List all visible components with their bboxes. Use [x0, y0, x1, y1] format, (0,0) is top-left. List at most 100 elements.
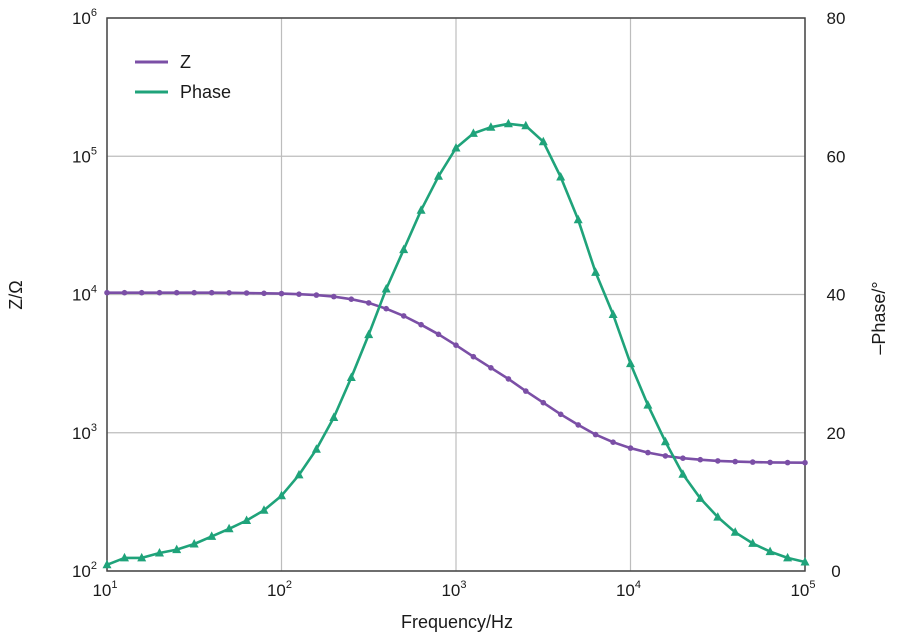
x-tick-label-2: 103: [441, 579, 466, 600]
phase-point: [120, 552, 129, 562]
left-y-tick-label-1: 103: [72, 422, 97, 443]
z-point: [243, 290, 250, 296]
left-y-axis-ticks: 102 103 104 105 106: [72, 7, 97, 581]
phase-point: [207, 531, 217, 540]
phase-point: [486, 122, 496, 131]
phase-point: [102, 559, 112, 569]
z-point: [191, 289, 197, 296]
legend-label-phase: Phase: [180, 82, 231, 102]
x-axis-title: Frequency/Hz: [401, 612, 513, 632]
right-y-tick-label-3: 60: [827, 147, 846, 166]
x-tick-label-0: 101: [92, 579, 117, 600]
phase-point: [556, 172, 566, 181]
z-point: [138, 289, 145, 296]
z-point: [540, 399, 547, 406]
phase-point: [311, 444, 321, 453]
phase-point: [538, 136, 548, 146]
z-point: [627, 445, 634, 451]
z-point: [435, 331, 442, 338]
phase-point: [224, 523, 234, 533]
z-point: [470, 353, 477, 360]
phase-point: [399, 244, 409, 254]
phase-point: [172, 544, 182, 554]
z-point: [453, 342, 459, 349]
x-tick-label-1: 102: [267, 579, 292, 600]
phase-point: [626, 358, 635, 368]
z-point: [488, 365, 494, 371]
z-point: [226, 290, 232, 296]
z-point: [261, 290, 267, 297]
left-y-tick-label-2: 104: [72, 284, 97, 305]
z-point: [418, 321, 424, 328]
right-y-axis-ticks: 0 20 40 60 80: [827, 9, 846, 581]
z-point: [592, 431, 599, 438]
phase-point: [608, 309, 618, 318]
z-point: [749, 459, 756, 465]
z-point: [156, 289, 163, 296]
z-point: [331, 293, 337, 300]
left-y-axis-title: Z/Ω: [6, 280, 26, 309]
phase-point: [591, 267, 601, 276]
right-y-tick-label-4: 80: [827, 9, 846, 28]
z-point: [365, 300, 372, 306]
phase-point: [294, 469, 304, 479]
phase-point: [678, 469, 688, 478]
phase-point: [189, 539, 199, 548]
phase-point: [730, 527, 740, 536]
z-point: [296, 291, 302, 298]
x-tick-label-4: 105: [790, 579, 815, 600]
phase-point: [364, 329, 374, 339]
series-z: [104, 289, 808, 466]
z-point: [104, 289, 110, 296]
z-point: [784, 459, 791, 466]
z-point: [278, 290, 285, 297]
phase-point: [800, 557, 810, 566]
z-point: [645, 449, 651, 456]
phase-point: [468, 128, 478, 137]
phase-point: [137, 552, 147, 562]
phase-point: [748, 538, 758, 547]
z-point: [383, 305, 390, 312]
z-point: [732, 458, 738, 465]
z-point: [610, 439, 616, 446]
phase-point: [783, 552, 793, 562]
left-y-tick-label-3: 105: [72, 145, 97, 166]
phase-point: [695, 493, 705, 502]
phase-point: [346, 372, 356, 381]
z-point: [121, 289, 128, 296]
right-y-axis-title: –Phase/°: [869, 281, 889, 354]
z-point: [313, 292, 320, 298]
z-point: [697, 456, 704, 463]
left-y-tick-label-0: 102: [72, 560, 97, 581]
phase-point: [713, 512, 723, 521]
phase-point: [765, 546, 775, 556]
phase-point: [503, 118, 513, 128]
z-point: [715, 458, 721, 464]
phase-point: [381, 284, 391, 293]
series-phase: [102, 118, 810, 569]
z-point: [505, 376, 512, 382]
phase-point: [660, 436, 670, 446]
series-layer: [102, 118, 810, 569]
phase-point: [643, 400, 653, 409]
z-point: [348, 296, 355, 303]
phase-point: [277, 490, 286, 500]
phase-point: [155, 548, 164, 557]
legend-label-z: Z: [180, 52, 191, 72]
z-point: [662, 453, 669, 459]
phase-point: [242, 515, 252, 524]
phase-point: [416, 205, 426, 214]
z-point: [557, 411, 564, 418]
right-y-tick-label-1: 20: [827, 424, 846, 443]
phase-point: [451, 143, 461, 152]
left-y-tick-label-4: 106: [72, 7, 97, 28]
right-y-tick-label-2: 40: [827, 286, 846, 305]
z-point: [680, 455, 686, 462]
phase-point: [521, 120, 531, 130]
phase-point: [259, 505, 269, 514]
x-axis-ticks: 101 102 103 104 105: [92, 579, 815, 600]
phase-point: [329, 412, 339, 421]
z-point: [575, 422, 581, 428]
z-point: [173, 289, 180, 296]
